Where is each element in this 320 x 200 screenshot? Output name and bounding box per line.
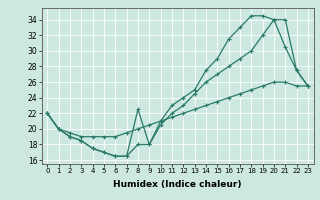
X-axis label: Humidex (Indice chaleur): Humidex (Indice chaleur): [113, 180, 242, 189]
